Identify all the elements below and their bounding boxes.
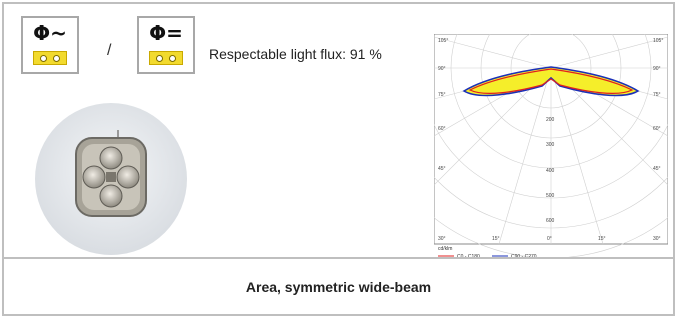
angle-label-105-left: 105° bbox=[438, 38, 448, 44]
terminal-dot-icon bbox=[40, 55, 47, 62]
angle-label-bottom-2: 15° bbox=[492, 236, 500, 242]
radial-label-500: 500 bbox=[546, 193, 555, 199]
angle-label-60-left: 60° bbox=[438, 126, 446, 132]
radial-label-600: 600 bbox=[546, 218, 555, 224]
polar-light-distribution-diagram: 105° 105° 90° 90° 75° 75° 60° 60° 45° 45… bbox=[434, 34, 668, 260]
light-flux-text: Respectable light flux: 91 % bbox=[209, 46, 382, 62]
dc-flux-icon: Φ= bbox=[137, 16, 195, 74]
angle-label-60-right: 60° bbox=[653, 126, 661, 132]
angle-label-bottom-1: 30° bbox=[438, 236, 446, 242]
led-module-image bbox=[35, 103, 187, 255]
icon-separator: / bbox=[107, 42, 112, 59]
terminal-dot-icon bbox=[53, 55, 60, 62]
angle-label-75-left: 75° bbox=[438, 92, 446, 98]
curve-c90-c270 bbox=[462, 66, 640, 97]
radial-label-300: 300 bbox=[546, 142, 555, 148]
diagram-unit-label: cd/klm bbox=[438, 246, 452, 252]
dc-flux-symbol: Φ= bbox=[149, 21, 183, 45]
terminal-block-icon bbox=[149, 51, 183, 65]
card-footer: Area, symmetric wide-beam bbox=[4, 259, 673, 314]
card-divider bbox=[4, 257, 673, 259]
luminaire-card: Φ~ / Φ= Respectable light flux: 91 % bbox=[2, 2, 675, 316]
curve-c0-c180 bbox=[468, 68, 634, 94]
radial-label-200: 200 bbox=[546, 117, 555, 123]
angle-label-bottom-4: 15° bbox=[598, 236, 606, 242]
angle-label-90-right: 90° bbox=[653, 66, 661, 72]
terminal-block-icon bbox=[33, 51, 67, 65]
angle-label-90-left: 90° bbox=[438, 66, 446, 72]
ac-flux-symbol: Φ~ bbox=[33, 21, 67, 45]
angle-label-bottom-3: 0° bbox=[547, 236, 552, 242]
angle-label-45-left: 45° bbox=[438, 166, 446, 172]
beam-type-title: Area, symmetric wide-beam bbox=[245, 278, 432, 295]
terminal-dot-icon bbox=[156, 55, 163, 62]
ac-flux-icon: Φ~ bbox=[21, 16, 79, 74]
angle-label-75-right: 75° bbox=[653, 92, 661, 98]
angle-label-45-right: 45° bbox=[653, 166, 661, 172]
angle-label-105-right: 105° bbox=[653, 38, 663, 44]
distribution-fill bbox=[464, 67, 638, 96]
radial-label-400: 400 bbox=[546, 168, 555, 174]
card-top-section: Φ~ / Φ= Respectable light flux: 91 % bbox=[4, 4, 673, 260]
angle-label-bottom-5: 30° bbox=[653, 236, 661, 242]
terminal-dot-icon bbox=[169, 55, 176, 62]
